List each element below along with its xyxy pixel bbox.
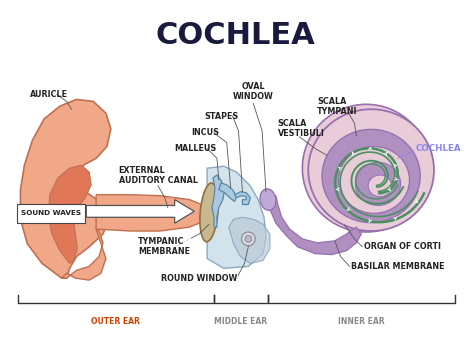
Text: INCUS: INCUS (191, 128, 219, 137)
Text: ORGAN OF CORTI: ORGAN OF CORTI (364, 242, 441, 251)
Ellipse shape (200, 183, 218, 242)
Polygon shape (235, 192, 250, 204)
Text: INNER EAR: INNER EAR (338, 317, 384, 327)
Ellipse shape (260, 189, 276, 210)
FancyBboxPatch shape (17, 203, 85, 223)
Text: MALLEUS: MALLEUS (175, 144, 217, 153)
Polygon shape (207, 166, 266, 268)
Polygon shape (219, 183, 237, 202)
Text: SCALA
VESTIBULI: SCALA VESTIBULI (278, 119, 325, 138)
Text: OVAL
WINDOW: OVAL WINDOW (233, 82, 273, 101)
Ellipse shape (368, 175, 392, 197)
Ellipse shape (302, 104, 430, 232)
Ellipse shape (308, 109, 434, 231)
Text: AURICLE: AURICLE (30, 90, 68, 99)
Text: TYMPANIC
MEMBRANE: TYMPANIC MEMBRANE (138, 237, 191, 256)
Ellipse shape (245, 235, 252, 242)
Text: MIDDLE EAR: MIDDLE EAR (214, 317, 267, 327)
Text: ROUND WINDOW: ROUND WINDOW (161, 274, 237, 283)
Polygon shape (228, 217, 270, 263)
Text: STAPES: STAPES (204, 111, 238, 121)
Polygon shape (20, 99, 111, 278)
Ellipse shape (339, 147, 410, 213)
Text: COCHLEA: COCHLEA (155, 21, 315, 50)
Ellipse shape (241, 232, 255, 246)
Polygon shape (96, 195, 209, 231)
Polygon shape (212, 175, 225, 227)
Polygon shape (268, 196, 361, 255)
Polygon shape (86, 200, 194, 223)
Text: OUTER EAR: OUTER EAR (91, 317, 140, 327)
Text: SCALA
TYMPANI: SCALA TYMPANI (317, 97, 357, 116)
Text: COCHLEA: COCHLEA (415, 144, 461, 153)
Text: SOUND WAVES: SOUND WAVES (21, 211, 81, 216)
Text: EXTERNAL
AUDITORY CANAL: EXTERNAL AUDITORY CANAL (118, 165, 198, 185)
Polygon shape (62, 229, 106, 280)
Text: BASILAR MEMBRANE: BASILAR MEMBRANE (352, 262, 445, 271)
Ellipse shape (356, 162, 401, 206)
Polygon shape (48, 165, 91, 263)
Ellipse shape (322, 129, 420, 223)
